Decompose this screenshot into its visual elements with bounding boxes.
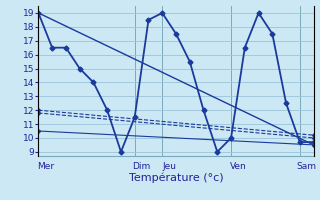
Text: Température (°c): Température (°c) <box>129 173 223 183</box>
Text: Sam: Sam <box>297 162 317 171</box>
Text: Ven: Ven <box>229 162 246 171</box>
Text: Dim: Dim <box>132 162 151 171</box>
Text: Mer: Mer <box>37 162 54 171</box>
Text: Jeu: Jeu <box>162 162 176 171</box>
